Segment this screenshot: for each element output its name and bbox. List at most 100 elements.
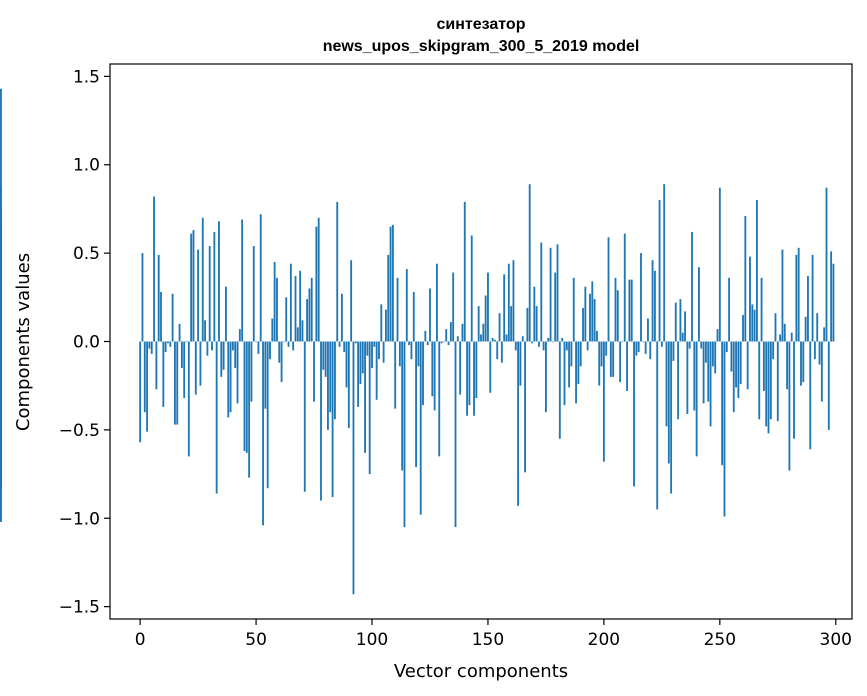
- x-tick-label: 150: [472, 630, 504, 650]
- bar-228: [667, 341, 670, 464]
- bar-188: [575, 341, 577, 404]
- bar-15: [174, 341, 176, 425]
- bar-225: [660, 341, 663, 347]
- bar-135: [452, 272, 455, 342]
- bar-184: [565, 341, 568, 351]
- bar-16: [176, 341, 179, 425]
- bar-259: [739, 341, 742, 384]
- bar-210: [626, 341, 628, 391]
- bar-275: [776, 341, 779, 422]
- bar-38: [227, 341, 230, 418]
- bar-65: [289, 263, 292, 342]
- bar-107: [387, 254, 390, 342]
- bar-177: [549, 247, 552, 342]
- bar-220: [649, 341, 652, 360]
- bar-70: [301, 320, 304, 342]
- bar-126: [431, 341, 434, 397]
- bar-217: [642, 341, 645, 343]
- bar-9: [160, 292, 162, 342]
- bar-49: [252, 246, 255, 342]
- y-tick-label: 0.0: [73, 333, 100, 353]
- y-tick-label: 1.5: [73, 67, 100, 87]
- bar-146: [477, 306, 480, 342]
- bar-4: [148, 341, 151, 349]
- bar-18: [180, 341, 183, 369]
- bar-127: [433, 341, 436, 411]
- bar-123: [424, 330, 427, 342]
- bar-237: [688, 341, 691, 349]
- bar-277: [781, 249, 784, 342]
- bar-198: [598, 341, 601, 386]
- bar-255: [730, 341, 733, 372]
- bar-115: [405, 269, 408, 342]
- bar-111: [396, 277, 399, 342]
- y-tick-label: 1.0: [73, 156, 100, 176]
- bar-58: [273, 261, 276, 342]
- bar-8: [157, 254, 160, 342]
- bar-183: [563, 341, 566, 406]
- bar-77: [317, 217, 320, 342]
- bar-110: [394, 341, 397, 409]
- bar-68: [296, 327, 299, 342]
- bar-109: [391, 224, 394, 342]
- bar-278: [783, 323, 786, 342]
- bar-248: [714, 341, 717, 374]
- bar-106: [385, 309, 387, 342]
- bar-72: [306, 299, 309, 342]
- bar-92: [352, 341, 355, 595]
- bar-181: [558, 341, 561, 439]
- bar-212: [630, 279, 633, 342]
- bar-93: [354, 341, 357, 344]
- bar-205: [614, 277, 617, 342]
- bar-282: [793, 341, 795, 439]
- bar-67: [294, 276, 297, 342]
- bar-139: [461, 323, 464, 342]
- bar-289: [809, 341, 812, 450]
- bar-158: [505, 334, 508, 342]
- chart-title-line1: синтезатор: [437, 16, 526, 33]
- bar-211: [628, 279, 631, 342]
- bar-249: [716, 329, 719, 342]
- bar-174: [542, 341, 545, 351]
- bar-37: [225, 286, 227, 342]
- bar-112: [398, 341, 401, 367]
- bar-166: [524, 341, 526, 473]
- bar-242: [700, 341, 703, 349]
- bar-165: [521, 336, 524, 342]
- bar-3: [146, 341, 149, 432]
- bar-95: [359, 341, 362, 384]
- bar-180: [556, 244, 559, 342]
- bar-undefined: [0, 261, 2, 342]
- bar-94: [357, 341, 360, 407]
- bar-185: [568, 341, 571, 388]
- bar-200: [602, 341, 605, 462]
- bar-152: [491, 337, 494, 342]
- bar-90: [347, 341, 350, 429]
- bar-251: [721, 341, 724, 466]
- bar-117: [410, 341, 413, 360]
- bar-76: [315, 226, 318, 342]
- bar-243: [702, 341, 705, 404]
- bar-226: [663, 184, 666, 342]
- bar-218: [644, 341, 647, 354]
- bar-288: [807, 276, 809, 342]
- bar-276: [779, 334, 782, 342]
- bar-63: [285, 297, 288, 342]
- bar-73: [308, 288, 311, 342]
- bar-57: [271, 318, 274, 342]
- bar-186: [570, 341, 573, 367]
- bar-30: [208, 246, 211, 342]
- bar-195: [591, 281, 594, 342]
- bar-178: [551, 341, 554, 343]
- bar-216: [640, 253, 642, 342]
- bar-undefined: [0, 341, 2, 360]
- bar-163: [517, 341, 520, 506]
- bar-232: [677, 341, 680, 420]
- x-axis-label: Vector components: [394, 661, 568, 682]
- bar-258: [737, 341, 740, 399]
- bar-204: [612, 341, 615, 377]
- bar-238: [691, 231, 693, 342]
- bar-215: [637, 341, 640, 353]
- bar-235: [684, 311, 686, 342]
- bar-10: [162, 341, 165, 407]
